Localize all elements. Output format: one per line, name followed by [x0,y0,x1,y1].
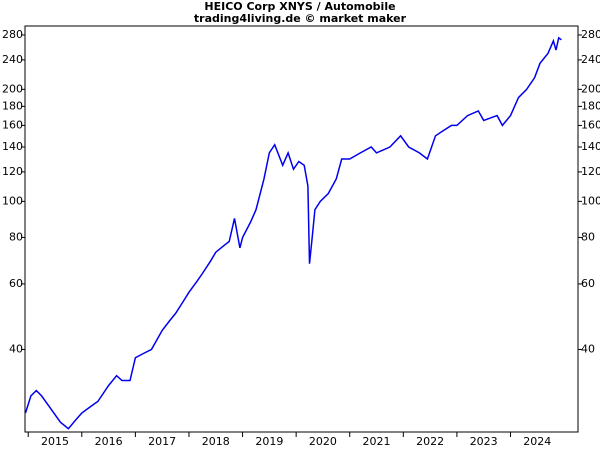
x-tick-label: 2023 [470,435,498,448]
chart-title: HEICO Corp XNYS / Automobile [204,0,395,13]
x-tick-label: 2015 [41,435,69,448]
x-tick-label: 2019 [255,435,283,448]
plot-frame [24,25,579,433]
y2-tick-label: 40 [581,342,595,355]
y-tick-label: 200 [2,82,23,95]
y2-tick-label: 180 [581,99,600,112]
y2-tick-label: 140 [581,140,600,153]
x-tick-label: 2022 [416,435,444,448]
y-tick-label: 120 [2,165,23,178]
y-tick-label: 40 [9,342,23,355]
y-tick-label: 180 [2,99,23,112]
x-tick-label: 2020 [309,435,337,448]
y-tick-label: 80 [9,230,23,243]
y-tick-label: 60 [9,277,23,290]
y-tick-label: 240 [2,53,23,66]
chart-subtitle: trading4living.de © market maker [194,12,407,25]
y-tick-label: 280 [2,28,23,41]
y2-tick-label: 60 [581,277,595,290]
x-tick-label: 2024 [523,435,551,448]
y2-tick-label: 160 [581,118,600,131]
y2-tick-label: 200 [581,82,600,95]
y2-tick-label: 80 [581,230,595,243]
x-tick-label: 2018 [202,435,230,448]
y2-tick-label: 280 [581,28,600,41]
x-tick-label: 2021 [363,435,391,448]
y-tick-label: 160 [2,118,23,131]
y-tick-label: 140 [2,140,23,153]
x-tick-label: 2017 [148,435,176,448]
y2-tick-label: 100 [581,194,600,207]
y2-tick-label: 240 [581,53,600,66]
y-tick-label: 100 [2,194,23,207]
price-line [24,36,562,430]
x-tick-label: 2016 [95,435,123,448]
y2-tick-label: 120 [581,165,600,178]
